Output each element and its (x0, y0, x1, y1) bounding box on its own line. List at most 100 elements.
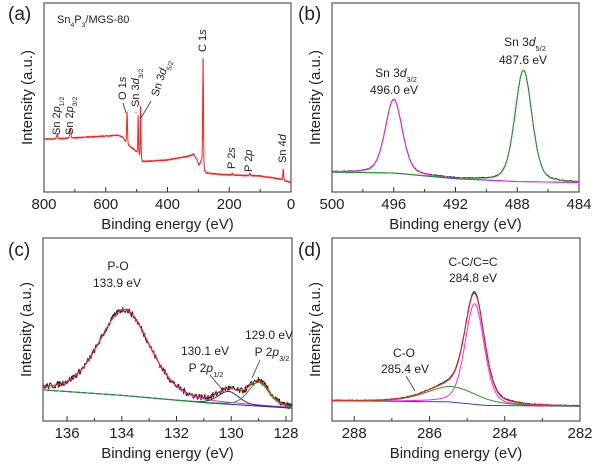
text-segment: 133.9 eV (93, 276, 141, 290)
x-tick-label: 282 (567, 425, 592, 442)
panel-label: (c) (8, 240, 30, 261)
x-tick-label: 284 (492, 425, 517, 442)
text-segment: 487.6 eV (499, 53, 547, 67)
text-segment: C 1 (197, 35, 209, 52)
y-axis-label: Intensity (a.u.) (19, 50, 36, 145)
x-tick-label: 492 (443, 196, 468, 213)
panel-c: 136 134 132 130 128 Binding energy (eV) Intens… (8, 237, 298, 462)
text-segment: Sn 2 (64, 112, 76, 135)
text-segment: /MGS-80 (85, 14, 129, 26)
text-segment: 1/2 (213, 370, 223, 379)
text-segment: d (400, 66, 407, 80)
x-axis-label: Binding energy (eV) (389, 216, 522, 233)
peak-label: Sn 3d3/2 (130, 69, 145, 107)
text-segment: P 2 (189, 361, 207, 375)
peak-annotation: C-O (393, 346, 415, 360)
fit-component-line (331, 98, 580, 183)
text-segment: p (271, 345, 279, 359)
text-segment: 3 (82, 22, 86, 29)
annotation-arrow (251, 359, 261, 379)
text-segment: d (277, 133, 289, 140)
x-axis-label: Binding energy (eV) (101, 445, 234, 462)
peak-annotation: 285.4 eV (381, 362, 429, 376)
text-segment: p (205, 361, 213, 375)
panel-label: (a) (8, 4, 31, 25)
text-segment: C-O (393, 346, 415, 360)
peak-annotation: 284.8 eV (449, 271, 497, 285)
x-tick-label: 484 (566, 196, 591, 213)
text-segment: 3/2 (138, 69, 145, 79)
x-tick-label: 800 (31, 196, 56, 213)
peak-annotation: 130.1 eV (181, 344, 229, 358)
text-segment: Sn (57, 14, 70, 26)
text-segment: d (130, 77, 142, 84)
text-segment: P 2 (255, 345, 273, 359)
text-segment: P 2 (243, 156, 255, 172)
y-axis-label: Intensity (a.u.) (307, 50, 324, 145)
peak-annotation: P 2p1/2 (189, 361, 224, 379)
x-tick-label: 0 (287, 196, 295, 213)
x-tick-label: 128 (273, 425, 298, 442)
fit-component-line (331, 69, 580, 182)
annotation-arrow (209, 374, 222, 389)
annotation-arrow (122, 102, 127, 114)
measured-data-line (331, 290, 581, 407)
text-segment: 3/2 (407, 75, 417, 84)
x-tick-label: 286 (417, 425, 442, 442)
text-segment: Sn 4 (277, 140, 289, 163)
text-segment: s (117, 76, 129, 82)
fit-envelope-line (42, 308, 293, 407)
x-tick-label: 134 (109, 425, 134, 442)
panel-b: 500 496 492 488 484 Binding energy (eV) Intens… (298, 2, 592, 233)
x-tick-label: 488 (505, 196, 530, 213)
fit-component-line (42, 381, 293, 408)
peak-label: O 1s (117, 76, 129, 100)
x-tick-label: 132 (164, 425, 189, 442)
x-tick-label: 288 (342, 425, 367, 442)
fit-envelope-line (332, 292, 581, 407)
peak-annotation: 129.0 eV (245, 328, 293, 342)
text-segment: p (243, 150, 255, 157)
peak-annotation: Sn 3d3/2 (375, 66, 417, 84)
plot-frame (331, 237, 581, 422)
peak-annotation: Sn 3d5/2 (504, 35, 546, 53)
x-tick-label: 500 (319, 196, 344, 213)
peak-annotation: 487.6 eV (499, 53, 547, 67)
inset-title: Sn4P3/MGS-80 (57, 14, 129, 29)
peak-label: Sn 2p1/2 (51, 97, 66, 135)
text-segment: P (74, 14, 81, 26)
x-tick-label: 200 (217, 196, 242, 213)
text-segment: s (197, 29, 209, 35)
annotation-arrow (140, 100, 152, 119)
x-tick-label: 600 (93, 196, 118, 213)
plot-frame (331, 2, 580, 193)
peak-annotation: C-C/C=C (448, 255, 497, 269)
text-segment: 4 (70, 22, 74, 29)
peak-annotation: P 2p3/2 (255, 345, 290, 363)
text-segment: 5/2 (165, 60, 175, 71)
text-segment: 3/2 (72, 97, 79, 107)
text-segment: 3/2 (279, 354, 289, 363)
fit-component-line (331, 303, 581, 407)
peak-annotation: 133.9 eV (93, 276, 141, 290)
text-segment: 285.4 eV (381, 362, 429, 376)
text-segment: p (51, 106, 63, 113)
x-tick-label: 400 (155, 196, 180, 213)
peak-annotation: P-O (107, 259, 128, 273)
text-segment: P-O (107, 259, 128, 273)
fit-component-line (331, 385, 581, 407)
panel-a: 800 600 400 200 0 Binding energy (eV) Intensit… (8, 2, 295, 233)
panel-label: (d) (298, 240, 321, 261)
text-segment: 1/2 (59, 97, 66, 107)
text-segment: 284.8 eV (449, 271, 497, 285)
text-segment: Sn 3 (130, 84, 142, 107)
text-segment: O 1 (117, 82, 129, 100)
y-axis-label: Intensity (a.u.) (18, 282, 35, 377)
panel-label: (b) (298, 4, 321, 25)
text-segment: Sn 2 (51, 112, 63, 135)
panel-d: 288 286 284 282 Binding energy (eV) Intensity… (298, 237, 593, 462)
plot-frame (42, 237, 293, 422)
y-axis-label: Intensity (a.u.) (307, 282, 324, 377)
text-segment: 496.0 eV (370, 83, 418, 97)
text-segment: Sn 3 (504, 35, 529, 49)
